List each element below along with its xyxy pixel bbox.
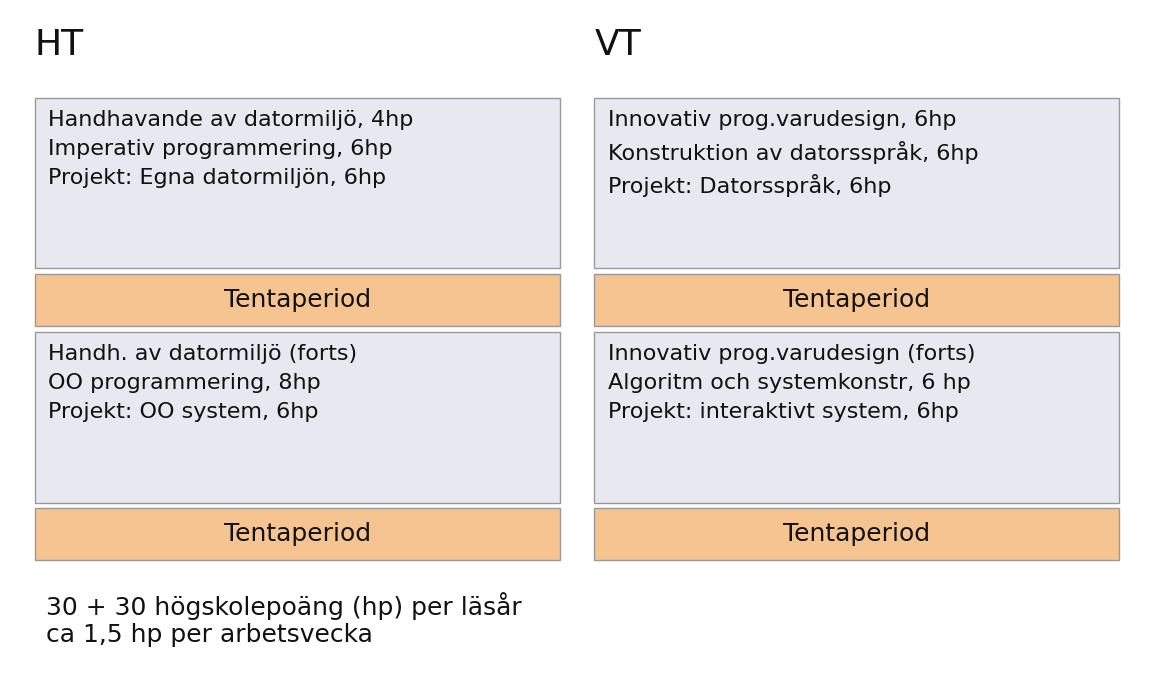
Text: Tentaperiod: Tentaperiod <box>784 288 930 312</box>
Text: Tentaperiod: Tentaperiod <box>224 522 370 546</box>
FancyBboxPatch shape <box>35 98 560 268</box>
Text: Tentaperiod: Tentaperiod <box>784 522 930 546</box>
FancyBboxPatch shape <box>594 332 1119 503</box>
Text: Handh. av datormiljö (forts)
OO programmering, 8hp
Projekt: OO system, 6hp: Handh. av datormiljö (forts) OO programm… <box>48 344 358 422</box>
FancyBboxPatch shape <box>35 274 560 326</box>
FancyBboxPatch shape <box>594 274 1119 326</box>
FancyBboxPatch shape <box>35 332 560 503</box>
Text: Innovativ prog.varudesign, 6hp
Konstruktion av datorsspråk, 6hp
Projekt: Datorss: Innovativ prog.varudesign, 6hp Konstrukt… <box>608 110 979 197</box>
Text: 30 + 30 högskolepoäng (hp) per läsår: 30 + 30 högskolepoäng (hp) per läsår <box>46 592 522 620</box>
Text: Handhavande av datormiljö, 4hp
Imperativ programmering, 6hp
Projekt: Egna datorm: Handhavande av datormiljö, 4hp Imperativ… <box>48 110 414 187</box>
Text: VT: VT <box>594 28 642 62</box>
FancyBboxPatch shape <box>35 508 560 560</box>
Text: Tentaperiod: Tentaperiod <box>224 288 370 312</box>
FancyBboxPatch shape <box>594 508 1119 560</box>
FancyBboxPatch shape <box>594 98 1119 268</box>
Text: ca 1,5 hp per arbetsvecka: ca 1,5 hp per arbetsvecka <box>46 623 373 647</box>
Text: HT: HT <box>35 28 84 62</box>
Text: Innovativ prog.varudesign (forts)
Algoritm och systemkonstr, 6 hp
Projekt: inter: Innovativ prog.varudesign (forts) Algori… <box>608 344 975 422</box>
